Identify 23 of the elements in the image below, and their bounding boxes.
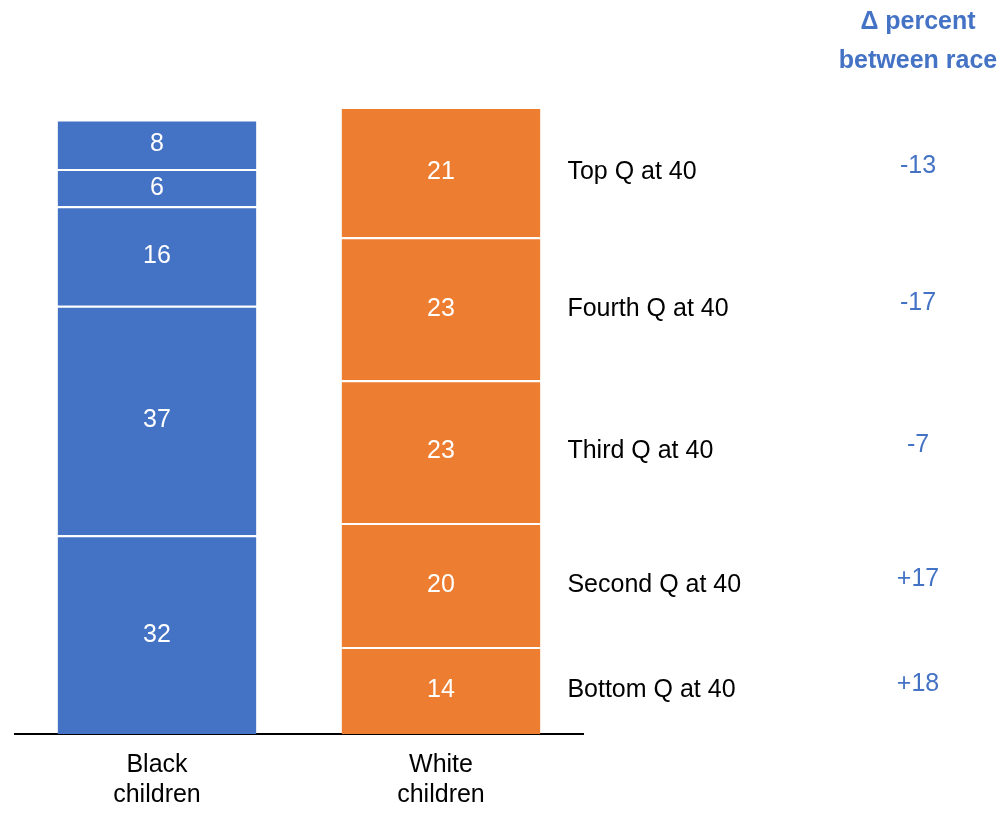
text: +18 [896, 668, 940, 697]
x-tick-label: Black children [113, 748, 201, 807]
data-label: 8 [150, 128, 164, 157]
data-label: 16 [143, 239, 171, 268]
series-label: Top Q at 40 [567, 156, 697, 185]
data-label: 32 [143, 618, 171, 647]
series-label: Third Q at 40 [567, 435, 714, 464]
text: +17 [896, 562, 940, 591]
series-label: Bottom Q at 40 [567, 674, 736, 703]
data-label: 21 [427, 156, 455, 185]
series-label: Second Q at 40 [567, 568, 742, 597]
text: -7 [906, 429, 930, 458]
series-label: Fourth Q at 40 [567, 292, 729, 321]
data-label: 14 [427, 674, 455, 703]
data-label: 23 [427, 292, 455, 321]
data-label: 23 [427, 435, 455, 464]
text: -13 [899, 150, 937, 179]
data-label: 37 [143, 404, 171, 433]
text: Δ percent between race [838, 5, 998, 73]
data-label: 20 [427, 568, 455, 597]
text: -17 [899, 286, 937, 315]
x-tick-label: White children [397, 748, 485, 807]
data-label: 6 [150, 171, 164, 200]
